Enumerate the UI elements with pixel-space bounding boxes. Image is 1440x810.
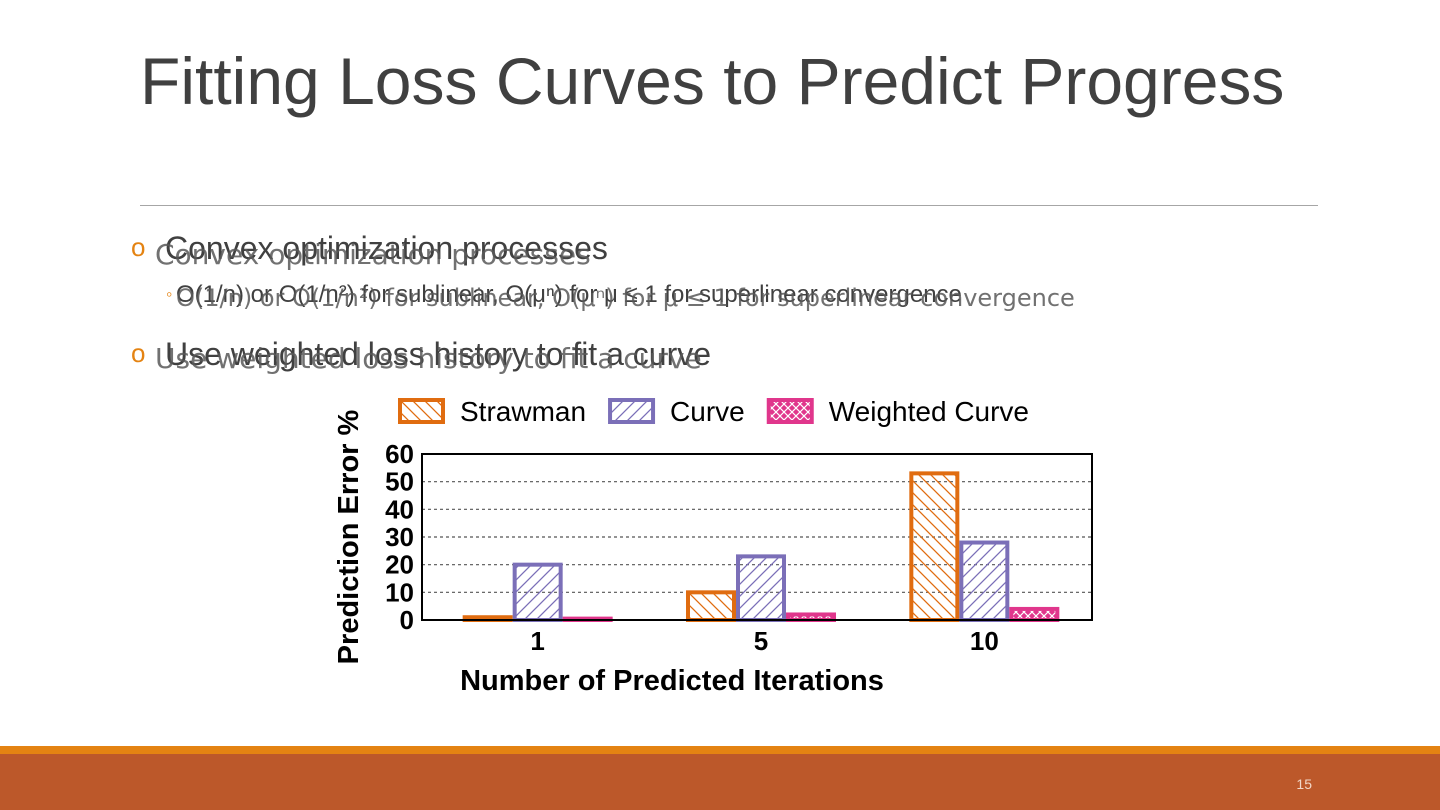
legend-swatch-weighted-curve — [766, 398, 814, 424]
ghost-bullet-convergence: O(1/n) or O(1/n²) for sublinear, O(μⁿ) f… — [176, 284, 1075, 312]
legend-swatch-curve — [608, 398, 656, 424]
title-divider — [140, 205, 1318, 206]
x-axis-label: Number of Predicted Iterations — [460, 665, 884, 697]
x-tick-label: 1 — [530, 626, 544, 656]
legend-label: Curve — [670, 396, 745, 427]
bullet-marker: o — [131, 338, 146, 368]
bullet-weighted-loss: Use weighted loss history to fit a curve — [165, 336, 712, 372]
ghost-bullet-weighted: Use weighted loss history to fit a curve — [155, 342, 702, 375]
bar-curve — [736, 554, 786, 623]
y-tick-label: 50 — [385, 467, 414, 497]
prediction-error-chart: Strawman Curve Weighted Curve 010203040506… — [333, 396, 1093, 697]
footer-accent-line — [0, 746, 1440, 754]
y-tick-label: 20 — [385, 550, 414, 580]
y-tick-label: 10 — [385, 577, 414, 607]
y-axis-label: Prediction Error % — [333, 409, 365, 664]
y-tick-label: 0 — [400, 605, 414, 635]
plot-frame — [421, 453, 1093, 621]
bar-strawman — [909, 471, 960, 622]
bullet-convergence-rates: O(1/n) or O(1/n²) for sublinear, O(μⁿ) f… — [176, 281, 962, 308]
legend-label: Strawman — [460, 396, 586, 427]
ghost-bullet-convex: Convex optimization processes — [155, 238, 591, 271]
y-tick-label: 60 — [385, 439, 414, 469]
bar-curve — [959, 540, 1010, 623]
legend-swatch-strawman — [398, 398, 445, 424]
y-tick-label: 30 — [385, 522, 414, 552]
x-axis-ticks: 1 5 10 — [530, 626, 998, 656]
bar-weighted-curve — [1009, 606, 1060, 623]
slide-title: Fitting Loss Curves to Predict Progress — [140, 44, 1285, 118]
sub-bullet-marker: ◦ — [166, 284, 173, 304]
chart-bars — [462, 471, 1060, 623]
y-tick-label: 40 — [385, 494, 414, 524]
bullet-marker: o — [131, 232, 146, 262]
bullet-convex-optimization: Convex optimization processes — [165, 230, 608, 266]
bar-strawman — [686, 590, 736, 622]
footer-bar — [0, 754, 1440, 810]
legend-label: Weighted Curve — [829, 396, 1029, 427]
page-number: 15 — [1296, 776, 1312, 792]
x-tick-label: 10 — [970, 626, 999, 656]
chart-legend: Strawman Curve Weighted Curve — [398, 396, 1029, 427]
x-tick-label: 5 — [754, 626, 768, 656]
bar-curve — [512, 562, 563, 623]
